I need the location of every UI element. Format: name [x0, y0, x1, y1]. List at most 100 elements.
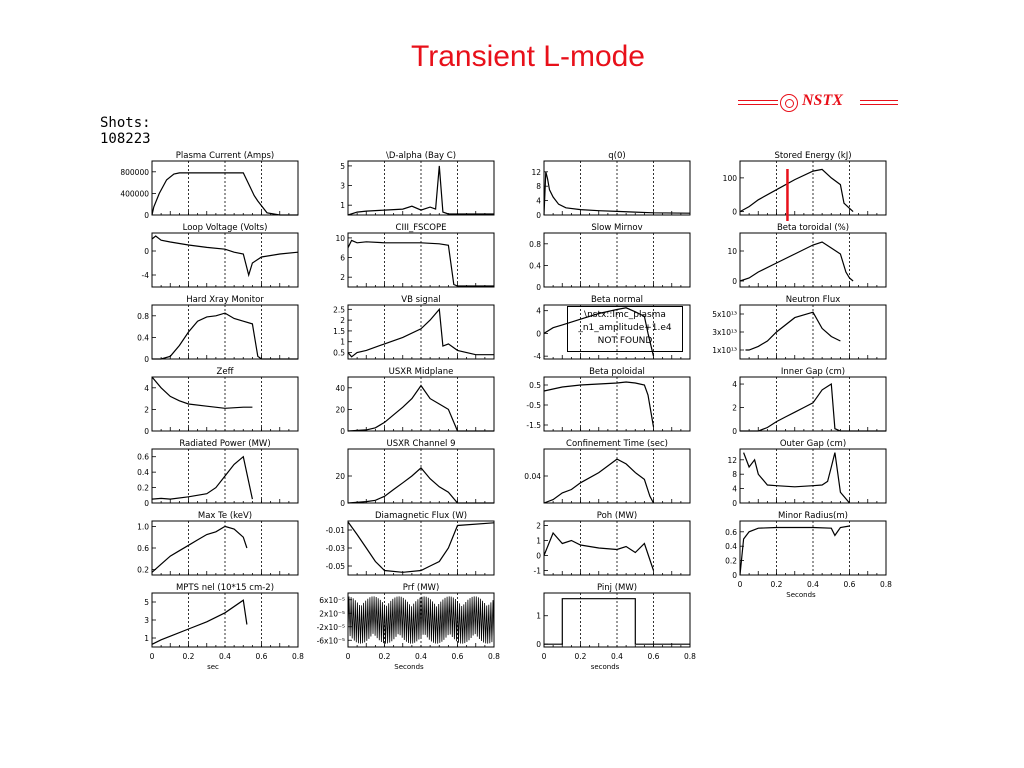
y-tick-label: 1 — [144, 634, 149, 643]
series-line — [151, 599, 248, 645]
chart-title: USXR Channel 9 — [386, 439, 455, 449]
y-tick-label: 0 — [144, 211, 149, 220]
chart-title: VB signal — [401, 295, 441, 305]
y-tick-label: 3 — [340, 182, 345, 191]
series-line — [745, 311, 841, 351]
y-tick-label: 3 — [144, 616, 149, 625]
y-tick-label: 0.2 — [137, 566, 149, 575]
x-tick-label: 0.8 — [880, 580, 892, 589]
series-line — [151, 525, 248, 573]
y-tick-label: 0 — [536, 283, 541, 292]
x-tick-label: 0.4 — [807, 580, 819, 589]
chart-title: Beta toroidal (%) — [777, 223, 849, 233]
x-tick-label: 0.8 — [488, 652, 500, 661]
chart-title: Radiated Power (MW) — [179, 439, 270, 449]
logo-line — [860, 100, 898, 101]
y-tick-label: 0 — [144, 427, 149, 436]
chart-title: Beta normal — [591, 295, 643, 305]
x-tick-label: 0.2 — [771, 580, 783, 589]
y-tick-label: 4 — [144, 384, 149, 393]
x-axis-label: Seconds — [394, 663, 424, 671]
series-line — [739, 525, 850, 576]
x-tick-label: 0 — [150, 652, 155, 661]
chart-title: Beta poloidal — [589, 367, 645, 377]
y-tick-label: 0 — [732, 208, 737, 217]
y-tick-label: -0.05 — [326, 562, 346, 571]
not-found-box: \nstx::Imc_plasma _n1_amplitude+1.e4 NOT… — [567, 306, 683, 352]
y-tick-label: 0.8 — [137, 312, 149, 321]
chart-title: Inner Gap (cm) — [781, 367, 845, 377]
y-tick-label: 5 — [144, 598, 149, 607]
y-tick-label: 0.2 — [137, 484, 149, 493]
y-tick-label: 2 — [340, 273, 345, 282]
y-tick-label: 0 — [732, 571, 737, 580]
chart-title: Slow Mirnov — [591, 223, 642, 233]
y-tick-label: 6 — [340, 254, 345, 263]
series-line — [347, 521, 495, 573]
not-found-line: NOT FOUND — [597, 336, 653, 346]
slide-title: Transient L-mode — [411, 40, 645, 73]
chart-title: Pinj (MW) — [597, 583, 637, 593]
x-tick-label: 0 — [346, 652, 351, 661]
y-tick-label: 0 — [144, 247, 149, 256]
series-line — [740, 382, 886, 432]
y-tick-label: 2x10⁻⁵ — [319, 609, 345, 618]
chart-title: Hard Xray Monitor — [186, 295, 264, 305]
series-line — [743, 452, 850, 504]
x-tick-label: 0.6 — [256, 652, 268, 661]
series-line — [152, 312, 298, 360]
x-tick-label: 0.2 — [183, 652, 195, 661]
series-line — [739, 241, 854, 282]
series-line — [151, 172, 298, 216]
series-line — [151, 235, 299, 278]
x-axis-label: seconds — [591, 663, 620, 671]
series-line — [543, 458, 655, 504]
series-line — [347, 596, 495, 644]
chart-title: \D-alpha (Bay C) — [386, 151, 456, 161]
y-tick-label: 0.4 — [137, 468, 149, 477]
x-tick-label: 0.6 — [452, 652, 464, 661]
chart-title: CIII_FSCOPE — [396, 223, 447, 233]
not-found-line: \nstx::Imc_plasma — [584, 310, 666, 320]
x-tick-label: 0.8 — [684, 652, 696, 661]
y-tick-label: 1 — [340, 201, 345, 210]
x-tick-label: 0.8 — [292, 652, 304, 661]
y-tick-label: 1 — [536, 537, 541, 546]
y-tick-label: 0.5 — [333, 349, 345, 358]
series-line — [347, 467, 494, 504]
chart-title: Zeff — [217, 367, 235, 377]
x-axis-label: Seconds — [786, 591, 816, 599]
series-line — [739, 168, 854, 213]
y-tick-label: 2.5 — [333, 305, 345, 314]
series-line — [347, 165, 494, 216]
chart-title: Confinement Time (sec) — [566, 439, 668, 449]
not-found-line: _n1_amplitude+1.e4 — [578, 323, 672, 333]
shots-block: Shots: 108223 — [100, 115, 151, 147]
logo-text: NSTX — [802, 92, 843, 109]
chart-title: Diamagnetic Flux (W) — [375, 511, 467, 521]
chart-title: Stored Energy (kJ) — [774, 151, 851, 161]
y-tick-label: 0.5 — [529, 381, 541, 390]
x-tick-label: 0.2 — [379, 652, 391, 661]
x-tick-label: 0.6 — [648, 652, 660, 661]
y-tick-label: 2 — [536, 522, 541, 531]
y-tick-label: 0.2 — [725, 557, 737, 566]
y-tick-label: 0 — [144, 355, 149, 364]
y-tick-label: 4 — [732, 485, 737, 494]
y-tick-label: 0.6 — [137, 544, 149, 553]
y-tick-label: 0 — [536, 640, 541, 649]
y-tick-label: 0 — [144, 499, 149, 508]
y-tick-label: 5x10¹³ — [712, 310, 737, 319]
y-tick-label: 100 — [723, 174, 738, 183]
y-tick-label: 0.04 — [524, 472, 541, 481]
series-line — [543, 531, 655, 571]
chart-title: Plasma Current (Amps) — [176, 151, 275, 161]
y-tick-label: 0 — [732, 277, 737, 286]
series-line — [543, 381, 655, 428]
y-tick-label: 4 — [536, 197, 541, 206]
y-tick-label: -4 — [534, 352, 542, 361]
y-tick-label: 0.4 — [725, 542, 737, 551]
shots-label: Shots: — [100, 115, 151, 131]
chart-title: q(0) — [608, 151, 625, 161]
x-tick-label: 0 — [542, 652, 547, 661]
